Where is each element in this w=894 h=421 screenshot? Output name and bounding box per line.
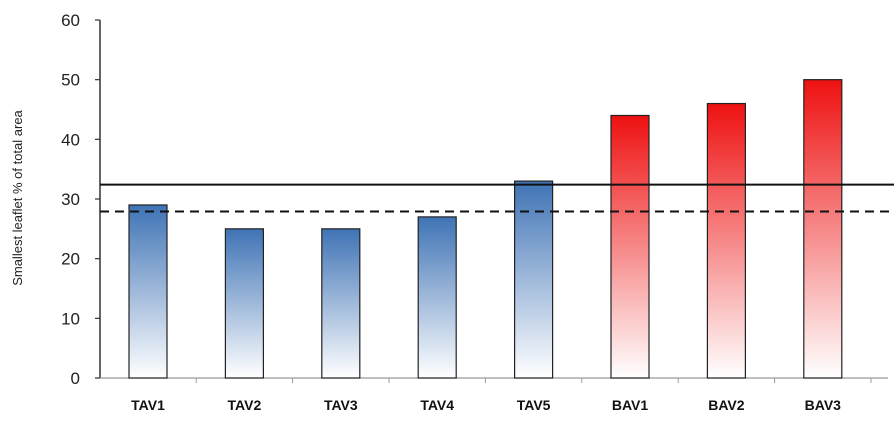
reference-lines bbox=[100, 183, 894, 213]
x-tick-label: BAV3 bbox=[805, 397, 842, 413]
bar-tav5 bbox=[513, 180, 554, 379]
x-tick-label: BAV2 bbox=[708, 397, 745, 413]
x-tick-label: TAV1 bbox=[131, 397, 165, 413]
bar-bav1 bbox=[610, 114, 650, 379]
bar-tav1 bbox=[128, 204, 168, 379]
bar-tav3 bbox=[321, 228, 361, 379]
bar-bav3 bbox=[803, 79, 843, 379]
y-tick-label: 10 bbox=[61, 309, 80, 328]
y-tick-label: 40 bbox=[61, 130, 80, 149]
x-tick-label: TAV4 bbox=[420, 397, 454, 413]
y-tick-label: 50 bbox=[61, 71, 80, 90]
bars bbox=[128, 79, 843, 379]
y-tick-label: 60 bbox=[61, 11, 80, 30]
bar-bav2 bbox=[706, 102, 747, 379]
y-tick-label: 0 bbox=[71, 369, 80, 388]
y-tick-label: 20 bbox=[61, 250, 80, 269]
labels: 0 10 20 30 40 50 60 TAV1 TAV2 TAV3 TAV4 TAV5 BAV1 BAV… bbox=[61, 11, 841, 413]
x-tick-label: BAV1 bbox=[612, 397, 649, 413]
y-tick-label: 30 bbox=[61, 190, 80, 209]
x-tick-label: TAV2 bbox=[228, 397, 262, 413]
x-tick-label: TAV3 bbox=[324, 397, 358, 413]
axes bbox=[95, 19, 888, 383]
bar-tav2 bbox=[224, 228, 264, 379]
bar-tav4 bbox=[417, 216, 457, 379]
x-tick-label: TAV5 bbox=[517, 397, 551, 413]
y-axis-title: Smallest leaflet % of total area bbox=[10, 109, 25, 285]
